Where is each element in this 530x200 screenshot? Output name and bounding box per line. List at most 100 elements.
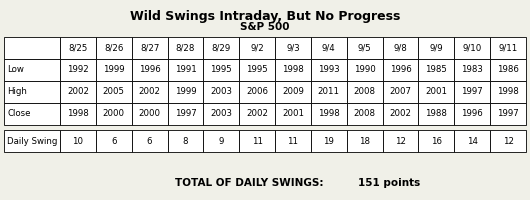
Text: 1990: 1990 — [354, 66, 376, 74]
Text: 9/5: 9/5 — [358, 44, 372, 52]
Bar — [60, 37, 96, 59]
Text: 9: 9 — [218, 136, 224, 146]
Text: 1997: 1997 — [174, 110, 196, 118]
Text: 1991: 1991 — [174, 66, 196, 74]
Bar — [490, 37, 526, 59]
Bar — [131, 81, 167, 103]
Bar — [239, 103, 275, 125]
Text: 1988: 1988 — [426, 110, 447, 118]
Text: 11: 11 — [287, 136, 298, 146]
Bar — [131, 37, 167, 59]
Text: 2002: 2002 — [139, 88, 161, 97]
Text: 2003: 2003 — [210, 110, 232, 118]
Bar — [96, 59, 131, 81]
Text: 1993: 1993 — [318, 66, 340, 74]
Bar — [347, 37, 383, 59]
Bar — [239, 37, 275, 59]
Text: 2011: 2011 — [318, 88, 340, 97]
Bar — [383, 81, 419, 103]
Bar — [383, 37, 419, 59]
Bar — [239, 59, 275, 81]
Text: 9/4: 9/4 — [322, 44, 335, 52]
Text: 19: 19 — [323, 136, 334, 146]
Bar — [347, 130, 383, 152]
Text: 9/3: 9/3 — [286, 44, 300, 52]
Bar — [60, 130, 96, 152]
Text: 8: 8 — [183, 136, 188, 146]
Bar — [167, 130, 204, 152]
Bar — [419, 59, 454, 81]
Bar — [419, 130, 454, 152]
Text: 1998: 1998 — [67, 110, 89, 118]
Bar — [490, 81, 526, 103]
Text: 2009: 2009 — [282, 88, 304, 97]
Text: S&P 500: S&P 500 — [240, 22, 290, 32]
Text: 1997: 1997 — [461, 88, 483, 97]
Text: 1983: 1983 — [461, 66, 483, 74]
Bar — [60, 81, 96, 103]
Bar — [419, 37, 454, 59]
Text: 1999: 1999 — [103, 66, 125, 74]
Bar — [275, 59, 311, 81]
Bar — [96, 130, 131, 152]
Bar — [204, 81, 239, 103]
Bar — [311, 37, 347, 59]
Text: 8/27: 8/27 — [140, 44, 160, 52]
Bar — [383, 130, 419, 152]
Bar — [311, 130, 347, 152]
Bar — [383, 103, 419, 125]
Text: 8/26: 8/26 — [104, 44, 123, 52]
Bar — [419, 103, 454, 125]
Text: 2007: 2007 — [390, 88, 411, 97]
Text: 2006: 2006 — [246, 88, 268, 97]
Text: 1997: 1997 — [497, 110, 519, 118]
Text: 1996: 1996 — [139, 66, 161, 74]
Text: 2008: 2008 — [354, 110, 376, 118]
Text: 16: 16 — [431, 136, 442, 146]
Text: 11: 11 — [252, 136, 263, 146]
Bar — [167, 59, 204, 81]
Bar — [347, 59, 383, 81]
Bar — [131, 103, 167, 125]
Text: 9/11: 9/11 — [498, 44, 518, 52]
Text: 151 points: 151 points — [358, 178, 420, 188]
Text: 9/2: 9/2 — [250, 44, 264, 52]
Bar — [347, 81, 383, 103]
Text: 12: 12 — [395, 136, 406, 146]
Bar — [454, 130, 490, 152]
Bar — [490, 103, 526, 125]
Text: 1998: 1998 — [497, 88, 519, 97]
Text: 1996: 1996 — [390, 66, 411, 74]
Bar — [4, 103, 60, 125]
Text: 2003: 2003 — [210, 88, 232, 97]
Bar — [60, 103, 96, 125]
Text: 1992: 1992 — [67, 66, 89, 74]
Text: 2005: 2005 — [103, 88, 125, 97]
Text: 9/8: 9/8 — [394, 44, 408, 52]
Text: 1996: 1996 — [461, 110, 483, 118]
Bar — [96, 37, 131, 59]
Text: 1998: 1998 — [318, 110, 340, 118]
Text: 1995: 1995 — [210, 66, 232, 74]
Text: 2000: 2000 — [103, 110, 125, 118]
Text: 10: 10 — [73, 136, 83, 146]
Bar — [4, 59, 60, 81]
Bar — [311, 59, 347, 81]
Text: 2002: 2002 — [390, 110, 411, 118]
Bar — [204, 59, 239, 81]
Text: 6: 6 — [111, 136, 117, 146]
Text: 8/28: 8/28 — [176, 44, 195, 52]
Bar — [167, 37, 204, 59]
Bar — [204, 103, 239, 125]
Bar — [347, 103, 383, 125]
Bar — [4, 130, 60, 152]
Bar — [4, 81, 60, 103]
Bar — [275, 103, 311, 125]
Text: 2001: 2001 — [282, 110, 304, 118]
Bar — [454, 81, 490, 103]
Text: 18: 18 — [359, 136, 370, 146]
Bar — [419, 81, 454, 103]
Text: 1998: 1998 — [282, 66, 304, 74]
Bar — [204, 37, 239, 59]
Bar — [4, 37, 60, 59]
